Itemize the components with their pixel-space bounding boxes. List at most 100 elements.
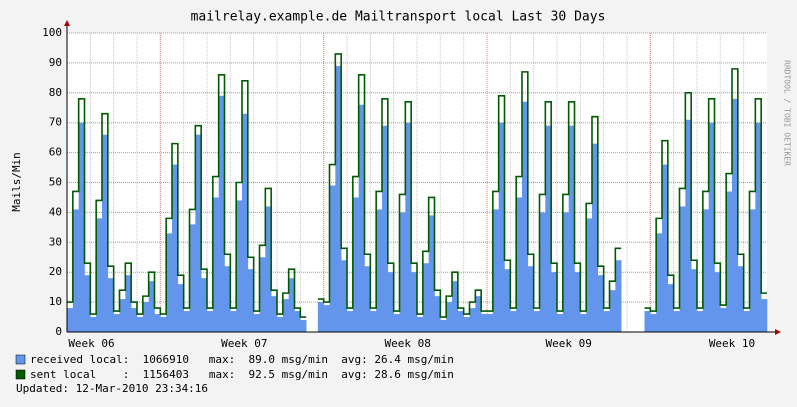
chart-title: mailrelay.example.de Mailtransport local… <box>191 10 606 25</box>
area-step <box>749 209 756 332</box>
area-step <box>247 269 254 332</box>
area-step <box>662 164 669 332</box>
area-step <box>294 311 301 332</box>
area-step <box>720 308 727 332</box>
area-step <box>440 320 447 332</box>
area-step <box>679 206 686 332</box>
legend-name: received local <box>30 353 123 366</box>
area-step <box>714 272 721 332</box>
area-step <box>469 308 476 332</box>
area-step <box>603 311 610 332</box>
area-step <box>166 233 173 332</box>
area-step <box>743 311 750 332</box>
legend-swatch <box>15 369 26 380</box>
area-step <box>393 314 400 332</box>
area-step <box>317 302 324 332</box>
area-step <box>341 260 348 332</box>
watermark: RRDTOOL / TOBI OETIKER <box>783 60 792 166</box>
area-step <box>102 134 109 332</box>
area-step <box>434 296 441 332</box>
area-step <box>487 314 494 332</box>
area-step <box>253 314 260 332</box>
area-step <box>259 257 266 332</box>
x-tick-label: Week 08 <box>384 337 430 350</box>
area-step <box>516 197 523 332</box>
area-step <box>417 317 424 332</box>
area-step <box>755 122 762 332</box>
area-step <box>78 122 85 332</box>
area-step <box>148 281 155 332</box>
area-step <box>67 308 74 332</box>
area-step <box>644 311 651 332</box>
area-step <box>562 212 569 332</box>
area-step <box>609 290 616 332</box>
area-step <box>277 317 284 332</box>
area-step <box>212 197 219 332</box>
y-axis-label: Mails/Min <box>10 152 23 212</box>
y-tick-label: 90 <box>49 56 62 69</box>
x-arrow <box>775 329 781 335</box>
y-tick-label: 60 <box>49 146 62 159</box>
y-tick-label: 10 <box>49 295 62 308</box>
area-step <box>195 134 202 332</box>
area-step <box>463 317 470 332</box>
area-step <box>405 122 412 332</box>
area-step <box>177 284 184 332</box>
area-step <box>533 311 540 332</box>
area-step <box>574 272 581 332</box>
line-step <box>67 74 307 318</box>
area-step <box>422 263 429 332</box>
y-tick-label: 20 <box>49 265 62 278</box>
area-step <box>726 191 733 332</box>
area-step <box>387 272 394 332</box>
area-step <box>142 302 149 332</box>
area-step <box>446 302 453 332</box>
area-step <box>382 125 389 332</box>
area-step <box>504 269 511 332</box>
legend-name: sent local <box>30 368 96 381</box>
area-step <box>498 122 505 332</box>
x-tick-label: Week 09 <box>545 337 591 350</box>
area-step <box>323 305 330 332</box>
area-step <box>107 278 114 332</box>
area-step <box>761 299 768 332</box>
area-step <box>702 209 709 332</box>
area-step <box>288 278 295 332</box>
x-tick-label: Week 10 <box>709 337 755 350</box>
area-step <box>125 275 132 332</box>
y-tick-label: 0 <box>55 325 62 338</box>
legend-swatch <box>15 354 26 365</box>
area-step <box>481 314 488 332</box>
area-step <box>329 185 336 332</box>
area-step <box>597 275 604 332</box>
y-arrow <box>64 20 70 26</box>
line-step <box>644 68 767 312</box>
line-step <box>317 53 622 318</box>
legend-stats: : 1156403 max: 92.5 msg/min avg: 28.6 ms… <box>96 368 454 381</box>
area-step <box>189 224 196 332</box>
area-step <box>592 143 599 332</box>
x-tick-label: Week 06 <box>68 337 114 350</box>
area-step <box>539 212 546 332</box>
area-step <box>72 209 79 332</box>
area-step <box>137 317 144 332</box>
y-tick-label: 30 <box>49 235 62 248</box>
area-step <box>650 314 657 332</box>
area-step <box>183 311 190 332</box>
area-step <box>236 200 243 332</box>
area-step <box>347 311 354 332</box>
area-step <box>568 125 575 332</box>
y-tick-label: 100 <box>42 26 62 39</box>
area-step <box>580 314 587 332</box>
area-step <box>154 314 161 332</box>
area-step <box>335 65 342 332</box>
area-step <box>358 104 365 332</box>
area-step <box>265 206 272 332</box>
area-step <box>218 95 225 332</box>
area-step <box>697 311 704 332</box>
updated-text: Updated: 12-Mar-2010 23:34:16 <box>16 382 208 395</box>
area-step <box>527 266 534 332</box>
area-step <box>201 278 208 332</box>
area-step <box>557 314 564 332</box>
